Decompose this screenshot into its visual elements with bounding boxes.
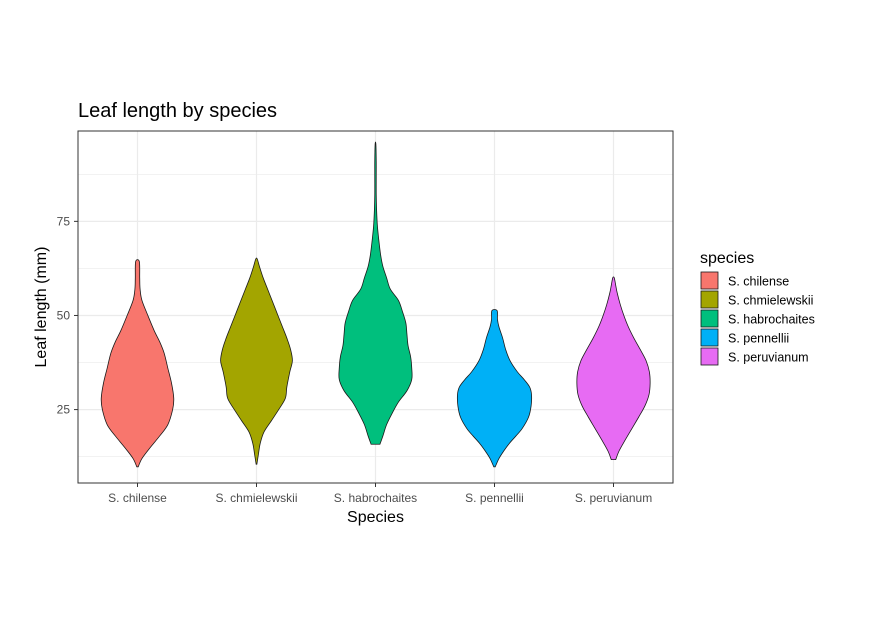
x-tick-label: S. chilense (108, 491, 167, 505)
legend-label: S. pennellii (728, 332, 789, 346)
legend-swatch (700, 271, 719, 290)
violin-s-habrochaites (338, 141, 413, 445)
legend-label: S. chilense (728, 275, 789, 289)
violin-s-peruvianum (576, 276, 651, 461)
legend-label: S. chmielewskii (728, 294, 813, 308)
y-tick-label: 25 (57, 403, 71, 417)
x-tick-label: S. peruvianum (575, 491, 652, 505)
y-tick-label: 75 (57, 214, 71, 228)
legend-swatch (700, 347, 719, 366)
x-axis: S. chilense S. chmielewskii S. habrochaite… (108, 483, 652, 505)
y-axis: 25 50 75 (57, 214, 78, 417)
y-tick-label: 50 (57, 308, 71, 322)
x-tick-label: S. chmielewskii (215, 491, 297, 505)
legend-title: species (700, 250, 754, 267)
y-axis-title: Leaf length (mm) (33, 247, 50, 368)
legend-swatch (700, 290, 719, 309)
x-tick-label: S. pennellii (465, 491, 524, 505)
legend-label: S. peruvianum (728, 351, 809, 365)
legend-label: S. habrochaites (728, 313, 815, 327)
violin-s-chilense (100, 259, 175, 468)
legend-swatch (700, 328, 719, 347)
violin-s-pennellii (456, 309, 533, 468)
chart-title: Leaf length by species (78, 100, 277, 122)
violin-s-chmielewskii (220, 257, 293, 465)
x-axis-title: Species (347, 509, 404, 526)
x-tick-label: S. habrochaites (334, 491, 417, 505)
legend-swatch (700, 309, 719, 328)
legend: species S. chilense S. chmielewskii S. hab… (700, 250, 815, 366)
violin-layer (100, 141, 651, 468)
legend-items: S. chilense S. chmielewskii S. habrochaite… (700, 271, 815, 366)
